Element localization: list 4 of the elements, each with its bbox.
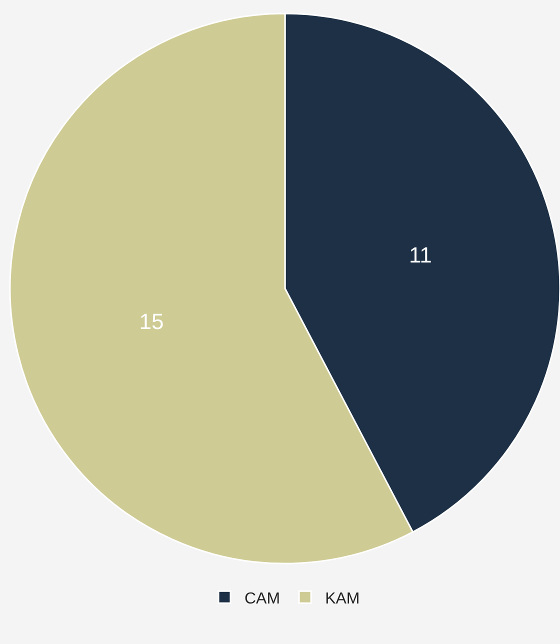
data-label: 11 xyxy=(409,242,432,268)
legend-label: KAM xyxy=(325,590,360,608)
data-label: 15 xyxy=(139,308,164,334)
legend-label: CAM xyxy=(244,590,280,608)
